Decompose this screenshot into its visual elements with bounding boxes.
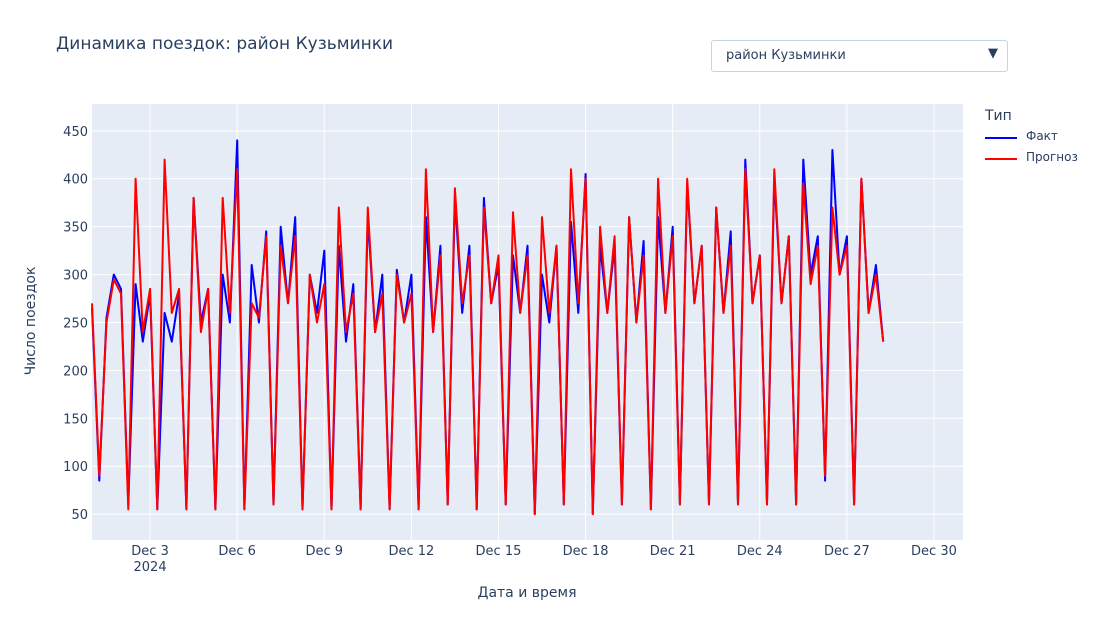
legend-title: Тип xyxy=(985,108,1012,124)
y-tick-label: 300 xyxy=(63,269,88,284)
x-tick-label: Dec 6 xyxy=(218,544,256,559)
x-tick-label: Dec 3 xyxy=(131,544,169,559)
legend-label-forecast: Прогноз xyxy=(1026,150,1078,164)
district-dropdown[interactable]: район Кузьминки ▼ xyxy=(711,40,1008,72)
x-tick-label: Dec 30 xyxy=(911,544,957,559)
y-tick-label: 250 xyxy=(63,316,88,331)
y-axis-ticks: 50 100 150 200 250 300 350 400 450 xyxy=(63,125,88,523)
x-tick-label: Dec 27 xyxy=(824,544,870,559)
x-tick-year-label: 2024 xyxy=(134,560,167,575)
y-tick-label: 350 xyxy=(63,221,88,236)
legend-swatch-fact xyxy=(985,137,1017,139)
grid-lines xyxy=(92,104,963,540)
y-tick-label: 100 xyxy=(63,460,88,475)
series-line-forecast[interactable] xyxy=(91,158,885,516)
x-tick-label: Dec 24 xyxy=(737,544,783,559)
dropdown-selected-value: район Кузьминки xyxy=(726,48,846,63)
legend-item-forecast[interactable]: Прогноз xyxy=(985,150,1095,168)
x-tick-label: Dec 21 xyxy=(650,544,696,559)
x-axis-label: Дата и время xyxy=(477,585,577,601)
y-tick-label: 400 xyxy=(63,173,88,188)
y-axis-label: Число поездок xyxy=(23,266,39,376)
series-lines xyxy=(91,139,885,516)
legend-item-fact[interactable]: Факт xyxy=(985,129,1095,147)
triangle-down-icon: ▼ xyxy=(988,46,998,61)
x-tick-label: Dec 18 xyxy=(563,544,609,559)
chart-title: Динамика поездок: район Кузьминки xyxy=(56,34,394,54)
y-tick-label: 50 xyxy=(71,508,88,523)
y-tick-label: 200 xyxy=(63,364,88,379)
x-tick-label: Dec 9 xyxy=(305,544,343,559)
x-tick-label: Dec 15 xyxy=(476,544,522,559)
legend-label-fact: Факт xyxy=(1026,129,1058,143)
y-tick-label: 450 xyxy=(63,125,88,140)
y-tick-label: 150 xyxy=(63,412,88,427)
legend-swatch-forecast xyxy=(985,158,1017,160)
x-tick-label: Dec 12 xyxy=(388,544,434,559)
